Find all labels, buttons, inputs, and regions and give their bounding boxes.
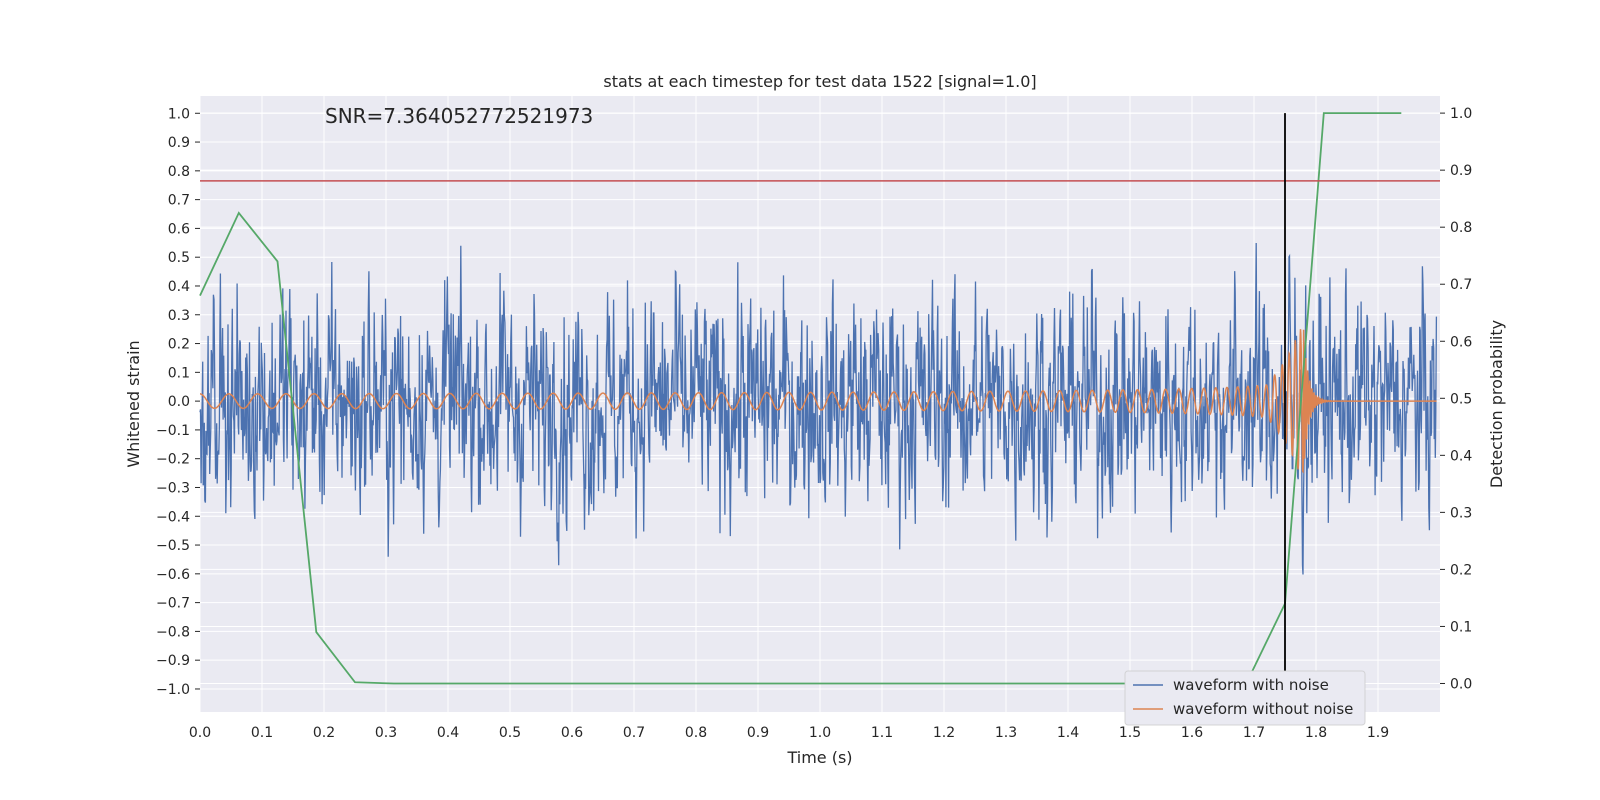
- y-left-tick-label: 0.0: [168, 394, 190, 410]
- y-right-axis-ticks: 1.0 0.9 0.8 0.7 0.6 0.5 0.4 0.3 0.2 0.1 0.0: [1440, 106, 1472, 692]
- y-left-tick-label: −1.0: [156, 682, 190, 698]
- series-waveform-without-noise: [200, 329, 1437, 474]
- y-left-tick-label: 0.5: [168, 250, 190, 266]
- x-tick-label: 0.4: [437, 725, 459, 741]
- x-tick-label: 0.9: [747, 725, 769, 741]
- x-axis-ticks: 0.0 0.1 0.2 0.3 0.4 0.5 0.6 0.7 0.8 0.9 1.0 1.1 1.2 1…: [189, 725, 1389, 741]
- y-left-tick-label: −0.7: [156, 596, 190, 612]
- clean-line: [200, 329, 1437, 474]
- y-left-tick-label: −0.5: [156, 538, 190, 554]
- y-left-tick-label: −0.2: [156, 452, 190, 468]
- x-tick-label: 1.3: [995, 725, 1017, 741]
- y-right-tick-label: 0.1: [1450, 619, 1472, 635]
- y-left-tick-label: 0.2: [168, 337, 190, 353]
- x-tick-label: 0.2: [313, 725, 335, 741]
- x-tick-label: 0.5: [499, 725, 521, 741]
- y-right-tick-label: 0.0: [1450, 676, 1472, 692]
- y-left-tick-label: 0.1: [168, 365, 190, 381]
- y-left-tick-label: 0.6: [168, 221, 190, 237]
- y-right-axis-label: Detection probability: [1487, 320, 1506, 488]
- y-right-tick-label: 0.7: [1450, 277, 1472, 293]
- x-tick-label: 0.7: [623, 725, 645, 741]
- snr-annotation: SNR=7.364052772521973: [325, 104, 593, 128]
- y-left-tick-label: −0.4: [156, 509, 190, 525]
- noise-line: [199, 242, 1438, 575]
- x-tick-label: 1.6: [1181, 725, 1203, 741]
- x-tick-label: 1.7: [1243, 725, 1265, 741]
- y-left-axis-label: Whitened strain: [124, 340, 143, 467]
- y-right-tick-label: 0.3: [1450, 505, 1472, 521]
- legend-label-clean: waveform without noise: [1173, 700, 1353, 718]
- y-right-tick-label: 0.9: [1450, 163, 1472, 179]
- y-right-tick-label: 0.6: [1450, 334, 1472, 350]
- x-tick-label: 1.1: [871, 725, 893, 741]
- y-left-tick-label: 0.9: [168, 135, 190, 151]
- x-tick-label: 1.9: [1367, 725, 1389, 741]
- x-tick-label: 0.8: [685, 725, 707, 741]
- x-tick-label: 1.2: [933, 725, 955, 741]
- y-left-tick-label: 0.7: [168, 193, 190, 209]
- y-left-tick-label: 0.8: [168, 164, 190, 180]
- y-left-tick-label: 0.3: [168, 308, 190, 324]
- x-tick-label: 0.0: [189, 725, 211, 741]
- y-right-tick-label: 0.4: [1450, 448, 1472, 464]
- x-tick-label: 0.3: [375, 725, 397, 741]
- chart-title: stats at each timestep for test data 152…: [603, 72, 1036, 91]
- reference-lines: [200, 113, 1440, 684]
- legend-box: [1124, 670, 1366, 726]
- y-left-tick-label: 1.0: [168, 106, 190, 122]
- x-tick-label: 0.1: [251, 725, 273, 741]
- x-tick-label: 1.8: [1305, 725, 1327, 741]
- x-tick-label: 1.5: [1119, 725, 1141, 741]
- y-right-tick-label: 0.8: [1450, 220, 1472, 236]
- y-right-tick-label: 0.5: [1450, 391, 1472, 407]
- y-left-axis-ticks: 1.0 0.9 0.8 0.7 0.6 0.5 0.4 0.3 0.2 0.1 0.0 −0.1 −0.…: [156, 106, 200, 698]
- x-axis-label: Time (s): [786, 748, 852, 767]
- y-left-tick-label: −0.8: [156, 624, 190, 640]
- y-left-tick-label: −0.9: [156, 653, 190, 669]
- x-tick-label: 1.0: [809, 725, 831, 741]
- y-left-tick-label: 0.4: [168, 279, 190, 295]
- series-waveform-with-noise: [199, 242, 1438, 575]
- legend-label-noise: waveform with noise: [1173, 676, 1329, 694]
- y-right-tick-label: 0.2: [1450, 562, 1472, 578]
- y-left-tick-label: −0.6: [156, 567, 190, 583]
- y-right-tick-label: 1.0: [1450, 106, 1472, 122]
- x-tick-label: 0.6: [561, 725, 583, 741]
- y-left-tick-label: −0.1: [156, 423, 190, 439]
- x-tick-label: 1.4: [1057, 725, 1079, 741]
- y-left-tick-label: −0.3: [156, 480, 190, 496]
- legend: waveform with noise waveform without noi…: [1124, 670, 1366, 726]
